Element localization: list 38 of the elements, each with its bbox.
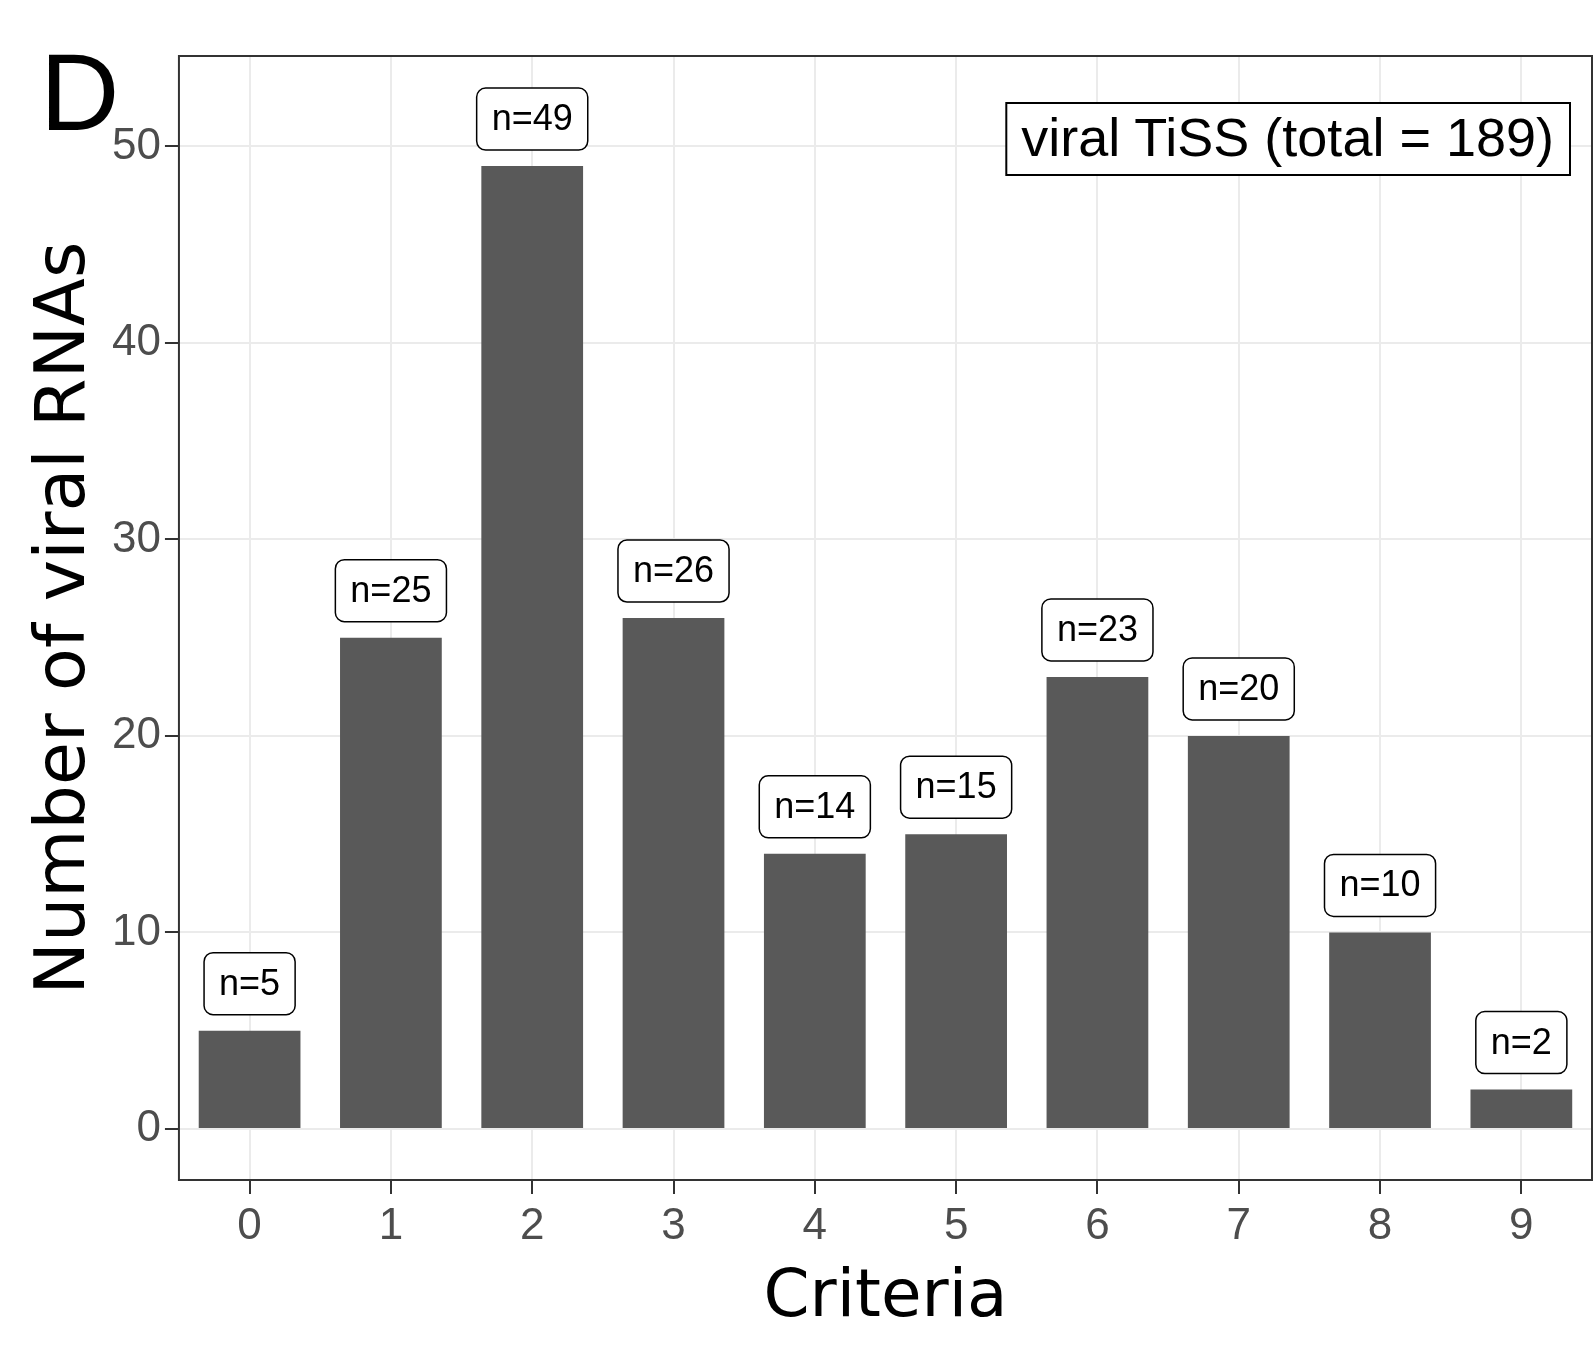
data-label: n=2 bbox=[1490, 1020, 1552, 1062]
annotation: viral TiSS (total = 189) bbox=[1021, 106, 1555, 167]
y-tick-label: 40 bbox=[111, 315, 161, 365]
data-label: n=5 bbox=[219, 961, 281, 1003]
x-tick-label: 1 bbox=[378, 1198, 404, 1248]
bar bbox=[1470, 1089, 1573, 1128]
bar bbox=[763, 853, 866, 1128]
data-label: n=26 bbox=[632, 548, 715, 590]
data-label: n=49 bbox=[491, 96, 573, 138]
x-tick-label: 3 bbox=[661, 1198, 686, 1248]
data-label: n=14 bbox=[774, 784, 856, 826]
x-tick-label: 5 bbox=[943, 1198, 969, 1248]
x-tick-label: 0 bbox=[237, 1198, 262, 1248]
x-tick-label: 7 bbox=[1226, 1198, 1251, 1248]
bar bbox=[1046, 676, 1149, 1128]
x-tick-label: 6 bbox=[1085, 1198, 1110, 1248]
bar bbox=[1187, 735, 1290, 1128]
y-axis-title: Number of viral RNAs bbox=[19, 241, 102, 995]
data-label: n=10 bbox=[1339, 863, 1421, 905]
x-tick-label: 8 bbox=[1367, 1198, 1393, 1248]
bar bbox=[198, 1030, 301, 1128]
bar bbox=[622, 618, 725, 1128]
data-label: n=20 bbox=[1198, 666, 1280, 708]
x-tick-label: 9 bbox=[1509, 1198, 1534, 1248]
data-label: n=25 bbox=[350, 568, 432, 610]
x-tick-label: 2 bbox=[519, 1198, 545, 1248]
bar bbox=[340, 637, 442, 1128]
y-tick-label: 0 bbox=[136, 1101, 161, 1151]
x-tick-label: 4 bbox=[802, 1198, 828, 1248]
x-axis-title: Criteria bbox=[763, 1254, 1008, 1332]
data-label: n=23 bbox=[1056, 607, 1138, 649]
bar bbox=[905, 834, 1007, 1128]
bar bbox=[1329, 932, 1431, 1128]
data-label: n=15 bbox=[915, 765, 997, 807]
y-tick-label: 20 bbox=[111, 708, 161, 758]
bar bbox=[481, 166, 584, 1128]
y-tick-label: 30 bbox=[111, 511, 161, 561]
y-tick-label: 10 bbox=[111, 904, 161, 954]
